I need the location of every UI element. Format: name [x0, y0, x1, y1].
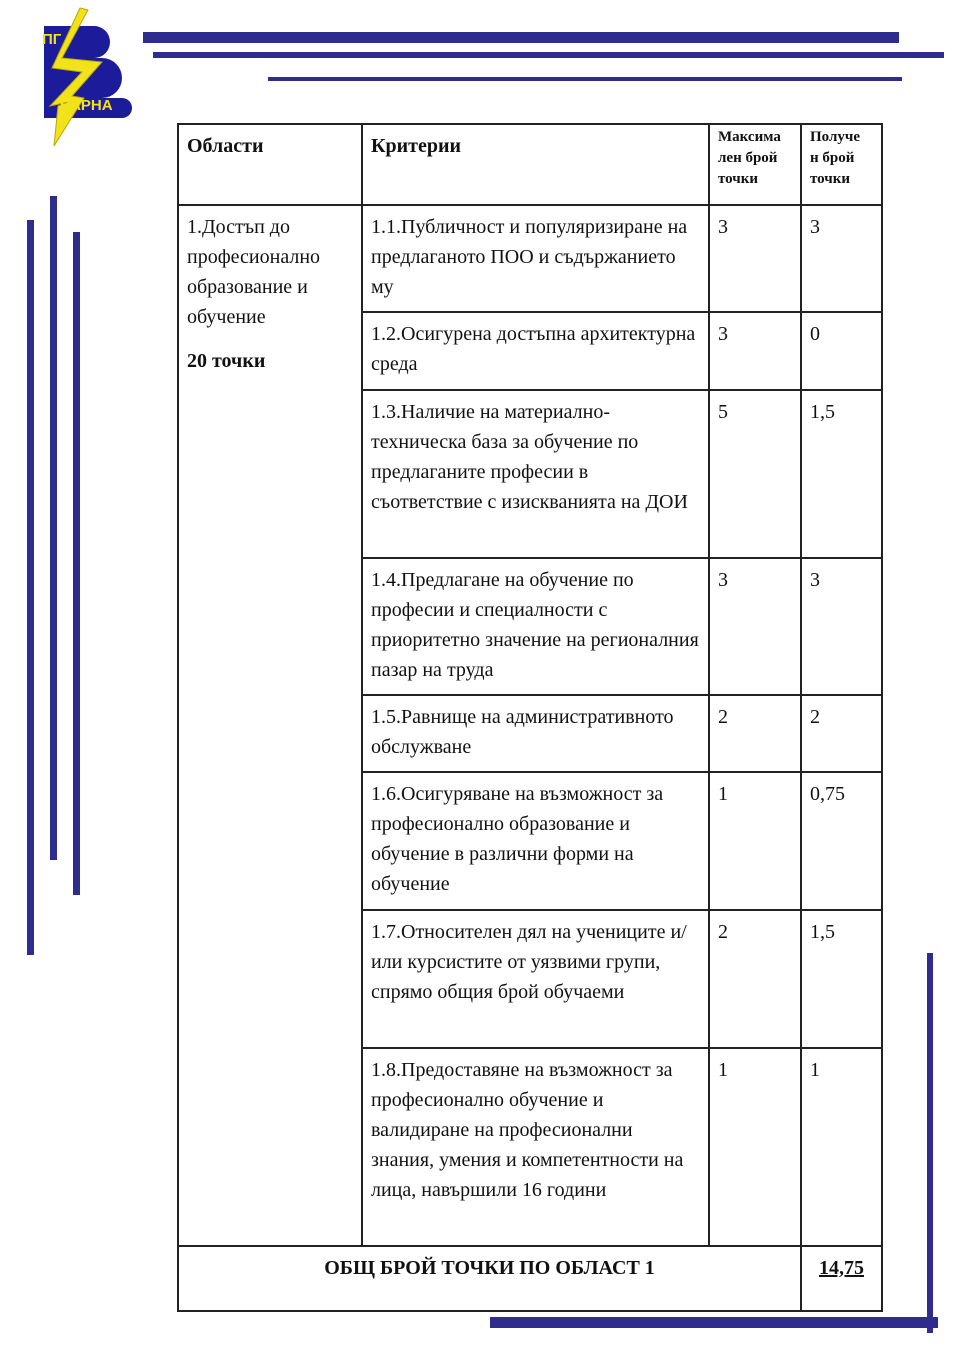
table-row: 1.3.Наличие на материално-техническа баз…: [178, 389, 883, 559]
total-value: 14,75: [800, 1245, 883, 1312]
area-cell: 1.Достъп до професионално образование и …: [177, 204, 363, 1247]
table-row: 1.5.Равнище на административното обслужв…: [178, 694, 883, 773]
header-bar-3: [268, 77, 902, 81]
header-bar-2: [153, 52, 944, 58]
criterion: 1.7.Относителен дял на учениците и/или к…: [361, 909, 710, 1049]
table-row: 1.2.Осигурена достъпна архитектурна сред…: [178, 311, 883, 391]
svg-text:ПГ: ПГ: [42, 31, 62, 48]
max-points: 5: [708, 389, 802, 559]
header-criteria: Критерии: [361, 123, 710, 206]
criterion: 1.2.Осигурена достъпна архитектурна сред…: [361, 311, 710, 391]
criterion: 1.4.Предлагане на обучение по професии и…: [361, 557, 710, 696]
max-points: 2: [708, 694, 802, 773]
header-row: Области Критерии Максима лен брой точки По…: [177, 123, 883, 206]
header-got: Получе н брой точки: [800, 123, 883, 206]
total-label: ОБЩ БРОЙ ТОЧКИ ПО ОБЛАСТ 1: [177, 1245, 802, 1312]
area-points: 20 точки: [187, 350, 266, 372]
got-points: 2: [800, 694, 883, 773]
table-row: 1.8.Предоставяне на възможност за профес…: [178, 1047, 883, 1247]
criterion: 1.8.Предоставяне на възможност за профес…: [361, 1047, 710, 1247]
table-row: 1.Достъп до професионално образование и …: [177, 204, 883, 1247]
evaluation-table: Области Критерии Максима лен брой точки По…: [177, 123, 883, 1312]
max-points: 1: [708, 1047, 802, 1247]
footer-bar: [490, 1317, 938, 1328]
got-points: 3: [800, 204, 883, 313]
criterion: 1.6.Осигуряване на възможност за професи…: [361, 771, 710, 911]
got-points: 3: [800, 557, 883, 696]
max-points: 2: [708, 909, 802, 1049]
criterion: 1.3.Наличие на материално-техническа баз…: [361, 389, 710, 559]
header-max: Максима лен брой точки: [708, 123, 802, 206]
left-bar-2: [50, 196, 57, 860]
left-bar-3: [73, 232, 80, 895]
got-points: 1,5: [800, 389, 883, 559]
area-name: 1.Достъп до професионално образование и …: [187, 216, 321, 328]
school-logo: ПГ ВАРНА: [42, 7, 132, 147]
criterion: 1.1.Публичност и популяризиране на предл…: [361, 204, 710, 313]
got-points: 1,5: [800, 909, 883, 1049]
left-bar-1: [27, 220, 34, 955]
svg-text:ВАРНА: ВАРНА: [60, 97, 113, 114]
header-area: Области: [177, 123, 363, 206]
table-row: 1.7.Относителен дял на учениците и/или к…: [178, 909, 883, 1049]
max-points: 1: [708, 771, 802, 911]
table-row: 1.4.Предлагане на обучение по професии и…: [178, 557, 883, 696]
got-points: 1: [800, 1047, 883, 1247]
criterion: 1.5.Равнище на административното обслужв…: [361, 694, 710, 773]
max-points: 3: [708, 557, 802, 696]
max-points: 3: [708, 311, 802, 391]
header-bar-1: [143, 32, 899, 43]
got-points: 0: [800, 311, 883, 391]
right-bar: [927, 953, 933, 1333]
total-row: ОБЩ БРОЙ ТОЧКИ ПО ОБЛАСТ 1 14,75: [177, 1245, 883, 1312]
got-points: 0,75: [800, 771, 883, 911]
max-points: 3: [708, 204, 802, 313]
table-row: 1.6.Осигуряване на възможност за професи…: [178, 771, 883, 911]
